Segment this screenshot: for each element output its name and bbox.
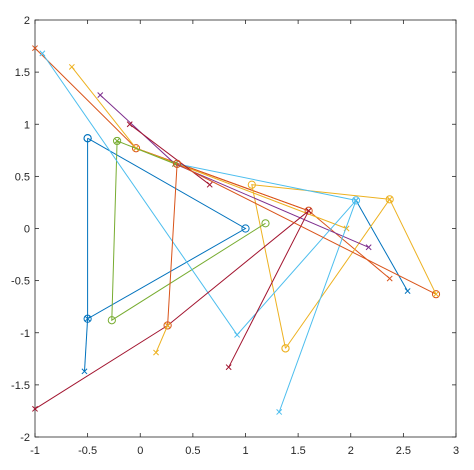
- y-tick-label: 1.5: [15, 67, 30, 79]
- y-tick-label: -1: [20, 328, 30, 340]
- data-point-x: [114, 137, 121, 144]
- data-point-x: [39, 50, 46, 57]
- data-point-circle: [241, 224, 250, 233]
- data-point-circle: [172, 159, 182, 168]
- data-point-x: [68, 63, 75, 70]
- data-point-circle: [107, 316, 116, 325]
- data-point-x: [386, 275, 393, 282]
- x-tick-label: 3: [453, 445, 459, 457]
- series-line: [116, 140, 176, 165]
- y-tick-label: 2: [24, 15, 30, 27]
- data-point-x: [234, 331, 241, 338]
- series-0: [83, 134, 250, 323]
- data-point-x: [353, 197, 359, 204]
- y-tick-label: 1: [24, 119, 30, 131]
- data-point-circle: [385, 195, 394, 204]
- series-line: [135, 147, 309, 212]
- data-point-x: [305, 207, 312, 214]
- x-tick-label: 1: [242, 445, 248, 457]
- series-line: [129, 123, 211, 186]
- series-line: [34, 210, 310, 410]
- series-line: [155, 325, 169, 353]
- x-tick-label: 0.5: [185, 445, 200, 457]
- data-point-x: [126, 121, 133, 128]
- data-point-x: [81, 368, 88, 375]
- data-point-x: [153, 349, 159, 356]
- data-point-x: [97, 92, 104, 99]
- series-2: [81, 315, 91, 375]
- series-line: [111, 140, 266, 322]
- series-6: [247, 180, 394, 353]
- series-12: [32, 207, 312, 412]
- data-point-x: [386, 196, 393, 203]
- x-tick-label: 2.5: [396, 445, 411, 457]
- data-point-circle: [131, 144, 141, 153]
- x-tick-label: -0.5: [78, 445, 97, 457]
- series-line: [177, 163, 357, 201]
- data-point-x: [84, 315, 91, 322]
- y-tick-label: -2: [20, 432, 30, 444]
- series-13: [126, 121, 213, 188]
- series-10: [39, 50, 359, 415]
- data-point-x: [206, 181, 213, 188]
- x-tick-label: 1.5: [290, 445, 305, 457]
- tick-layer: -1 -0.5 0 0.5 1 1.5 2 2.5 3 -2 -1.5 -1 -0.5 0 0.5 1 1.5 2: [11, 15, 459, 457]
- data-point-x: [164, 322, 171, 329]
- series-line: [167, 163, 437, 326]
- x-tick-label: 0: [137, 445, 143, 457]
- y-tick-label: 0.5: [15, 171, 30, 183]
- data-point-circle: [261, 219, 270, 228]
- data-point-x: [32, 45, 38, 52]
- data-point-x: [225, 364, 232, 371]
- series-line: [251, 184, 391, 349]
- data-point-x: [365, 244, 372, 251]
- series-layer: [32, 45, 441, 415]
- series-8: [107, 136, 270, 325]
- x-tick-label: 2: [348, 445, 354, 457]
- series-15: [153, 322, 171, 356]
- series-line: [41, 53, 357, 413]
- data-point-x: [404, 288, 411, 295]
- data-point-x: [433, 291, 439, 298]
- data-point-circle: [163, 321, 172, 330]
- series-line: [389, 199, 437, 295]
- x-tick-label: -1: [30, 445, 40, 457]
- series-line: [87, 137, 247, 320]
- data-point-circle: [431, 290, 441, 299]
- series-14: [163, 159, 441, 330]
- series-9: [114, 137, 178, 167]
- data-point-x: [32, 405, 38, 412]
- y-tick-label: 0: [24, 224, 30, 236]
- data-point-x: [276, 409, 283, 415]
- data-point-circle: [83, 134, 92, 143]
- data-point-circle: [281, 344, 290, 353]
- y-tick-label: -1.5: [11, 380, 30, 392]
- data-point-circle: [112, 136, 122, 146]
- series-line: [84, 318, 89, 372]
- data-point-circle: [247, 180, 256, 189]
- series-16: [386, 196, 439, 298]
- y-tick-label: -0.5: [11, 276, 30, 288]
- data-point-circle: [351, 196, 361, 205]
